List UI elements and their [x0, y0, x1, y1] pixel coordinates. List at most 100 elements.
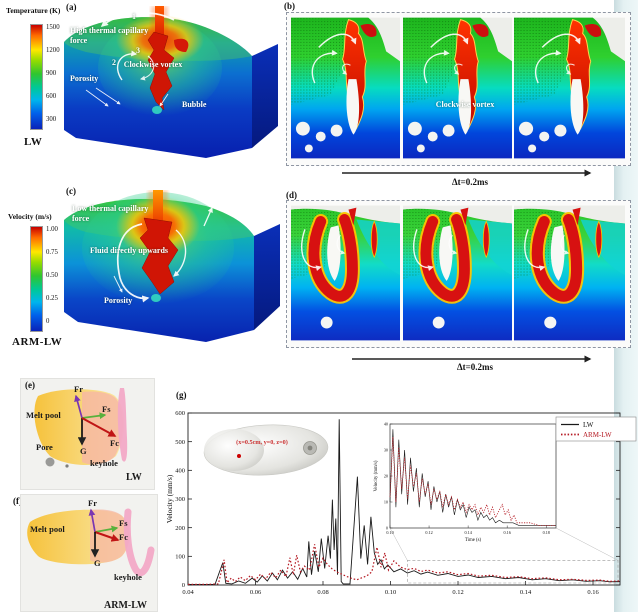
svg-text:400: 400 — [175, 468, 185, 475]
svg-text:0: 0 — [386, 526, 388, 531]
panel-f-caption: ARM-LW — [104, 600, 147, 611]
chart-generated-content: 0.04 0.06 0.08 0.10 0.12 0.14 0.16010020030040… — [175, 410, 637, 596]
panel-e-schematic — [34, 388, 128, 468]
panel-f-tag: (f) — [13, 496, 22, 506]
panel-d-snapshot-3 — [514, 205, 625, 341]
svg-text:30: 30 — [384, 448, 388, 453]
arm-lw-caption: ARM-LW — [12, 336, 63, 348]
panel-b-delta-label: Δt=0.2ms — [451, 177, 489, 187]
panel-f-fc-label: Fc — [119, 532, 128, 542]
panel-e: (e) Melt pool Fr Fs G Fc Pore keyhole LW — [20, 378, 155, 490]
panel-e-g-label: G — [80, 446, 87, 456]
svg-text:0.12: 0.12 — [452, 589, 463, 596]
temperature-colorbar — [30, 24, 43, 130]
panel-c-porosity-label: Porosity — [104, 296, 133, 305]
panel-e-pore-label: Pore — [36, 442, 53, 452]
svg-text:200: 200 — [175, 525, 185, 532]
panel-e-fr-label: Fr — [74, 384, 83, 394]
panel-a-porosity-label: Porosity — [70, 74, 99, 83]
panel-f-schematic — [27, 508, 155, 577]
svg-text:600: 600 — [175, 410, 185, 417]
panel-a-simulation-image — [64, 6, 278, 158]
vel-tick-025: 0.25 — [46, 295, 58, 302]
panel-e-fs-label: Fs — [102, 404, 111, 414]
panel-e-fc-label: Fc — [110, 438, 119, 448]
velocity-colorbar — [30, 226, 43, 332]
lw-caption: LW — [24, 136, 43, 148]
panel-d-tag: (d) — [286, 190, 297, 200]
panel-f-fr-label: Fr — [88, 498, 97, 508]
svg-text:0.14: 0.14 — [520, 589, 532, 596]
svg-text:0.08: 0.08 — [317, 589, 328, 596]
panel-g-tag: (g) — [176, 390, 187, 400]
panel-c-capillary-force-label: Low thermal capillary force — [72, 204, 149, 223]
probe-point-dot — [237, 454, 241, 458]
chart-y-axis-label: Velocity (mm/s) — [165, 474, 174, 523]
svg-text:LW: LW — [583, 421, 594, 429]
temperature-colorbar-title: Temperature (K) — [6, 6, 61, 15]
panel-d-snapshot-1 — [291, 205, 400, 341]
svg-text:ARM-LW: ARM-LW — [583, 431, 612, 439]
vel-tick-050: 0.50 — [46, 272, 58, 279]
panel-e-keyhole-label: keyhole — [90, 458, 118, 468]
vel-tick-075: 0.75 — [46, 249, 58, 256]
svg-text:0: 0 — [182, 582, 185, 589]
svg-text:Velocity (mm/s): Velocity (mm/s) — [374, 460, 379, 491]
panel-a-number-3: 3 — [136, 46, 140, 55]
panel-f: Melt pool Fr Fs Fc G keyhole ARM-LW — [20, 494, 158, 612]
panel-f-g-label: G — [94, 558, 101, 568]
panel-a-capillary-force-label: High thermal capillary force — [70, 26, 149, 45]
panel-a-number-2: 2 — [112, 58, 116, 67]
svg-text:20: 20 — [384, 474, 388, 479]
svg-text:0.04: 0.04 — [182, 589, 194, 596]
panel-b-snapshot-strip — [286, 12, 631, 166]
velocity-chart: Velocity (mm/s) (x=0.5cm, y=0, z=0) 0.04… — [165, 410, 637, 596]
panel-c-simulation-image — [64, 190, 280, 342]
panel-b-snapshot-2 — [403, 17, 512, 159]
panel-f-fs-label: Fs — [119, 518, 128, 528]
panel-f-melt-pool-label: Melt pool — [30, 524, 65, 534]
panel-a-tag: (a) — [66, 2, 77, 12]
svg-text:300: 300 — [175, 496, 185, 503]
svg-text:0.10: 0.10 — [385, 589, 396, 596]
svg-text:0.16: 0.16 — [587, 589, 599, 596]
panel-e-melt-pool-label: Melt pool — [26, 410, 61, 420]
panel-b-snapshot-1 — [291, 17, 400, 159]
probe-point-annotation: (x=0.5cm, y=0, z=0) — [236, 439, 288, 446]
svg-text:500: 500 — [175, 439, 185, 446]
panel-d-delta-label: Δt=0.2ms — [456, 362, 494, 372]
svg-text:0.18: 0.18 — [543, 530, 550, 535]
temp-tick-300: 300 — [46, 116, 57, 123]
panel-e-tag: (e) — [25, 380, 35, 390]
svg-text:0.10: 0.10 — [386, 530, 393, 535]
panel-b-tag: (b) — [284, 1, 295, 11]
panel-a-bubble-label: Bubble — [182, 100, 207, 109]
svg-text:100: 100 — [175, 554, 185, 561]
panel-d-time-arrow — [352, 355, 592, 363]
svg-text:0.12: 0.12 — [425, 530, 432, 535]
panel-c-fluid-label: Fluid directly upwards — [89, 246, 169, 255]
temp-tick-1500: 1500 — [46, 24, 60, 31]
temp-tick-900: 900 — [46, 70, 57, 77]
vel-tick-0: 0 — [46, 318, 50, 325]
panel-a-number-1: 1 — [132, 12, 136, 21]
melt-pool-photo-inset: (x=0.5cm, y=0, z=0) — [203, 424, 329, 476]
svg-text:40: 40 — [384, 422, 388, 427]
panel-f-keyhole-label: keyhole — [114, 572, 142, 582]
velocity-colorbar-title: Velocity (m/s) — [8, 212, 52, 221]
svg-text:10: 10 — [384, 500, 388, 505]
panel-c: Low thermal capillary force Fluid direct… — [56, 190, 286, 355]
panel-d-snapshot-2 — [403, 205, 512, 341]
panel-b-vortex-label: Clockwise vortex — [435, 100, 495, 109]
panel-b-snapshot-3 — [514, 17, 625, 159]
svg-text:0.14: 0.14 — [464, 530, 472, 535]
svg-text:0.06: 0.06 — [250, 589, 262, 596]
panel-c-tag: (c) — [66, 186, 76, 196]
svg-text:Time (s): Time (s) — [465, 538, 482, 543]
panel-d-snapshot-strip — [286, 200, 631, 348]
panel-e-caption: LW — [126, 472, 142, 483]
temp-tick-600: 600 — [46, 93, 57, 100]
vel-tick-100: 1.00 — [46, 226, 58, 233]
panel-a-vortex-label: Clockwise vortex — [123, 60, 183, 69]
